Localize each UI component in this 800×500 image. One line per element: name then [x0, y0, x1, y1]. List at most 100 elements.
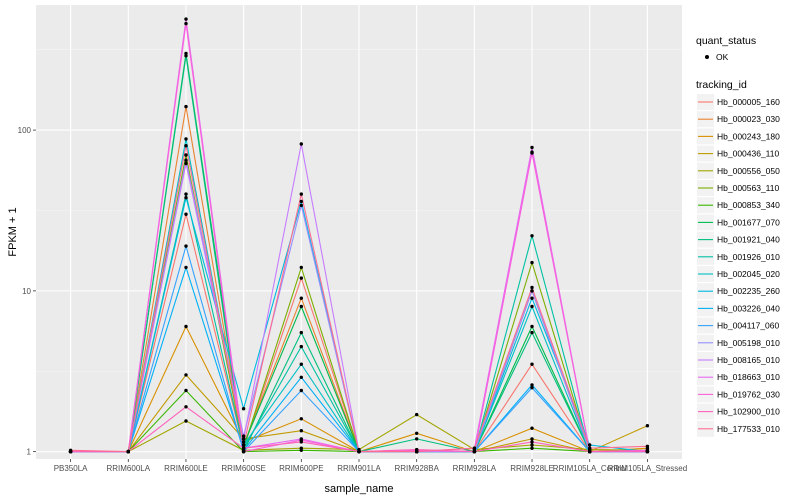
x-tick-label: RRIM600LA — [106, 464, 150, 473]
data-point — [184, 419, 188, 423]
legend: quant_status OK tracking_id Hb_000005_16… — [696, 35, 780, 437]
data-point — [530, 426, 534, 430]
legend-label-Hb_001926_010: Hb_001926_010 — [717, 252, 780, 262]
legend-label-Hb_177533_010: Hb_177533_010 — [717, 424, 780, 434]
data-point — [184, 161, 188, 166]
data-point — [184, 17, 188, 21]
legend-label-Hb_005198_010: Hb_005198_010 — [717, 338, 780, 348]
legend-label-Hb_002235_260: Hb_002235_260 — [717, 286, 780, 296]
data-point — [299, 344, 303, 349]
data-point — [530, 151, 534, 155]
data-point — [530, 330, 534, 335]
data-point — [299, 192, 303, 196]
legend-label-Hb_004117_060: Hb_004117_060 — [717, 321, 780, 331]
data-point — [299, 296, 303, 300]
data-point — [184, 192, 188, 196]
data-point — [530, 446, 534, 450]
data-point — [530, 324, 534, 329]
data-point — [588, 443, 592, 447]
x-tick-label: RRIM600PE — [279, 464, 323, 473]
grid — [36, 5, 682, 459]
data-point — [184, 212, 188, 216]
data-point — [184, 244, 188, 248]
point-legend-title: quant_status — [696, 35, 756, 47]
legend-label-Hb_000243_180: Hb_000243_180 — [717, 131, 780, 141]
y-tick-label: 10 — [22, 287, 31, 296]
x-tick-label: RRIM928BA — [394, 464, 439, 473]
series-legend-items: Hb_000005_160 Hb_000023_030 Hb_000243_180 H… — [697, 94, 780, 437]
data-point — [184, 137, 188, 141]
data-point — [241, 446, 246, 450]
series-legend-title: tracking_id — [696, 79, 747, 91]
data-point — [645, 449, 650, 454]
data-point — [126, 449, 130, 454]
data-point — [184, 158, 188, 162]
data-point — [530, 304, 534, 309]
legend-label-Hb_018663_010: Hb_018663_010 — [717, 372, 780, 382]
y-tick-label: 100 — [18, 126, 32, 135]
legend-label-Hb_008165_010: Hb_008165_010 — [717, 355, 780, 365]
data-point — [241, 449, 246, 454]
data-point — [588, 449, 592, 454]
data-point — [415, 431, 419, 435]
data-point — [184, 21, 188, 26]
x-tick-label: RRIM928LA — [453, 464, 497, 473]
data-point — [184, 104, 188, 109]
data-point — [530, 443, 534, 447]
data-point — [299, 330, 303, 335]
data-point — [299, 276, 303, 280]
data-point — [472, 449, 477, 454]
x-axis: PB350LA RRIM600LA RRIM600LE RRIM600SE RRIM60… — [54, 459, 687, 473]
y-tick-label: 1 — [27, 448, 32, 457]
point-legend-key — [705, 55, 709, 59]
data-point — [184, 196, 188, 200]
data-point — [530, 383, 534, 387]
data-point — [184, 144, 188, 148]
data-point — [299, 429, 303, 433]
data-points — [68, 17, 650, 454]
data-point — [299, 142, 303, 146]
x-axis-title: sample_name — [324, 483, 393, 495]
legend-label-Hb_000556_050: Hb_000556_050 — [717, 166, 780, 176]
legend-label-Hb_102900_010: Hb_102900_010 — [717, 407, 780, 417]
legend-label-Hb_000436_110: Hb_000436_110 — [717, 149, 780, 159]
data-point — [68, 448, 73, 452]
data-point — [241, 407, 246, 411]
data-point — [530, 145, 534, 150]
legend-label-Hb_001921_040: Hb_001921_040 — [717, 235, 780, 245]
data-point — [645, 444, 650, 448]
point-legend-label: OK — [716, 52, 729, 62]
data-point — [241, 443, 246, 447]
x-tick-label: RRIM105LA_Control — [553, 464, 627, 473]
data-point — [184, 51, 188, 56]
data-point — [530, 386, 534, 390]
data-point — [645, 424, 650, 428]
data-point — [299, 304, 303, 309]
data-point — [530, 296, 534, 300]
data-point — [184, 153, 188, 157]
legend-label-Hb_000853_340: Hb_000853_340 — [717, 200, 780, 210]
data-point — [299, 362, 303, 366]
data-point — [530, 285, 534, 290]
data-point — [299, 388, 303, 393]
data-point — [530, 440, 534, 444]
data-point — [184, 54, 188, 58]
legend-label-Hb_001677_070: Hb_001677_070 — [717, 217, 780, 227]
legend-label-Hb_000005_160: Hb_000005_160 — [717, 97, 780, 107]
data-point — [530, 260, 534, 265]
x-tick-label: RRIM928LE — [510, 464, 554, 473]
x-tick-label: RRIM901LA — [337, 464, 381, 473]
x-tick-label: PB350LA — [54, 464, 88, 473]
data-point — [299, 448, 303, 452]
data-point — [415, 437, 419, 441]
data-point — [299, 265, 303, 270]
data-point — [299, 199, 303, 204]
legend-label-Hb_002045_020: Hb_002045_020 — [717, 269, 780, 279]
legend-label-Hb_000563_110: Hb_000563_110 — [717, 183, 780, 193]
data-point — [299, 375, 303, 379]
x-tick-label: RRIM600LE — [164, 464, 208, 473]
legend-label-Hb_019762_030: Hb_019762_030 — [717, 389, 780, 399]
data-point — [299, 203, 303, 208]
data-point — [299, 417, 303, 421]
